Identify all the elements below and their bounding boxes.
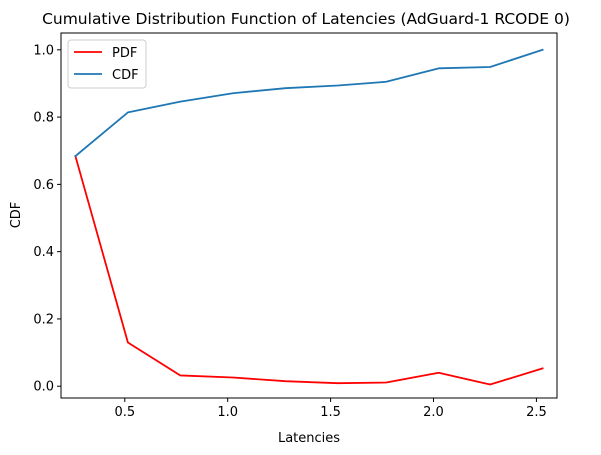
legend-label-pdf: PDF [112, 46, 137, 61]
y-axis: 0.0 0.2 0.4 0.6 0.8 1.0 [33, 43, 61, 395]
series-layer [74, 48, 544, 386]
plot-area: 0.5 1.0 1.5 2.0 2.5 0.0 0.2 0.4 0.6 0.8 1.0 [33, 32, 558, 420]
chart-title: Cumulative Distribution Function of Late… [42, 10, 570, 28]
series-line-pdf [74, 155, 544, 386]
y-tick-label: 0.4 [33, 245, 54, 260]
x-axis: 0.5 1.0 1.5 2.0 2.5 [114, 398, 547, 420]
x-tick-label: 0.5 [114, 405, 135, 420]
x-axis-label: Latencies [278, 431, 340, 446]
x-tick-label: 1.5 [320, 405, 341, 420]
y-tick-label: 0.6 [33, 178, 54, 193]
series-line-cdf [74, 48, 544, 158]
y-tick-label: 0.2 [33, 312, 54, 327]
y-tick-label: 0.0 [33, 380, 54, 395]
x-tick-label: 2.0 [423, 405, 444, 420]
x-tick-label: 2.5 [526, 405, 547, 420]
y-tick-label: 0.8 [33, 111, 54, 126]
legend: PDF CDF [67, 39, 147, 89]
y-tick-label: 1.0 [33, 43, 54, 58]
x-tick-label: 1.0 [217, 405, 238, 420]
plot-frame [60, 32, 558, 399]
y-axis-label: CDF [9, 202, 24, 229]
legend-label-cdf: CDF [112, 68, 139, 83]
